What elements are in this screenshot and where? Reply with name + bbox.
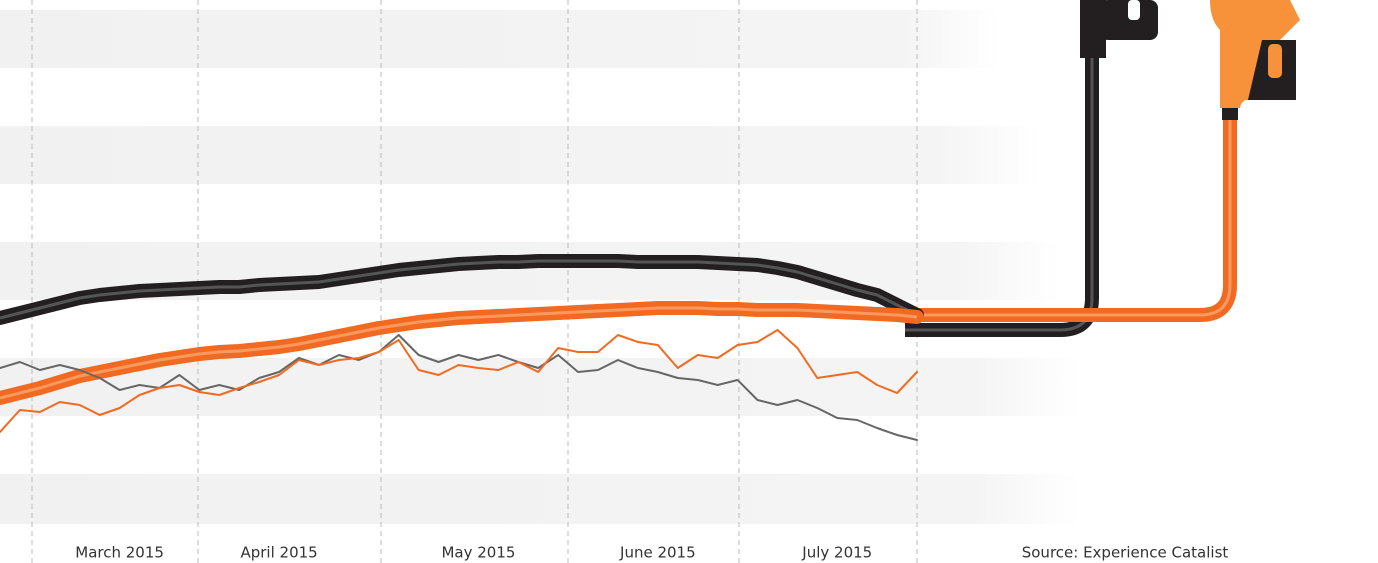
x-tick-label: May 2015 (441, 544, 515, 562)
x-tick-label: June 2015 (619, 544, 696, 562)
x-tick-label: March 2015 (75, 544, 164, 562)
x-tick-label: April 2015 (240, 544, 317, 562)
chart: Source: Experience Catalist March 2015 Ap… (0, 0, 1378, 563)
source-note: Source: Experience Catalist (1022, 544, 1229, 562)
x-tick-label: July 2015 (801, 544, 872, 562)
